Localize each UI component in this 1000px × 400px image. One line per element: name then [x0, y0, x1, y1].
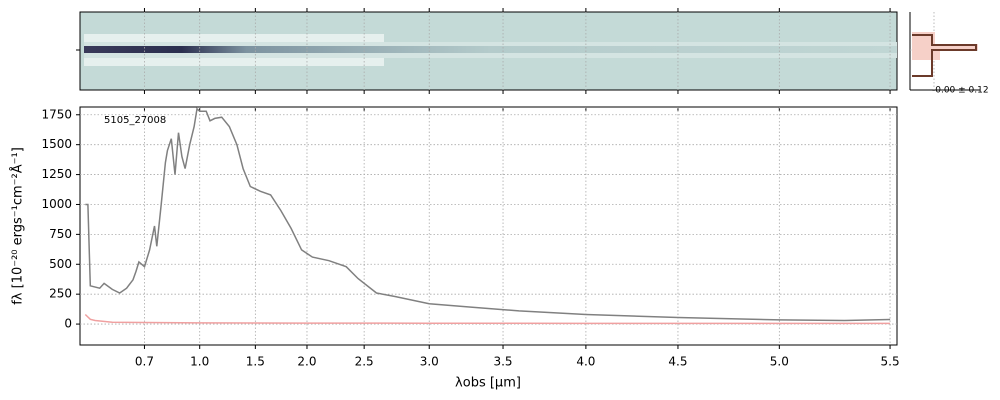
- y-tick-label: 1500: [41, 137, 72, 151]
- y-tick-label: 0: [64, 317, 72, 331]
- x-tick-label: 1.5: [246, 355, 265, 369]
- y-tick-label: 1250: [41, 167, 72, 181]
- image-trace: [84, 46, 897, 53]
- annotation: 5105_27008: [104, 115, 166, 126]
- image-band: [84, 58, 384, 66]
- spectrum-line: [85, 107, 891, 322]
- x-tick-label: 4.5: [668, 355, 687, 369]
- y-axis-label: fλ [10⁻²⁰ ergs⁻¹cm⁻²Å⁻¹]: [10, 147, 26, 305]
- x-tick-label: 3.0: [420, 355, 439, 369]
- x-tick-label: 2.5: [355, 355, 374, 369]
- y-tick-label: 1750: [41, 107, 72, 121]
- y-tick-label: 1000: [41, 197, 72, 211]
- x-tick-label: 5.0: [770, 355, 789, 369]
- image-band: [84, 34, 384, 42]
- spectrum-line: [84, 313, 891, 325]
- profile: [912, 34, 977, 77]
- profile-panel: -0.00 ± 0.12: [909, 12, 989, 96]
- y-tick-label: 500: [49, 257, 72, 271]
- x-tick-label: 5.5: [881, 355, 900, 369]
- x-tick-label: 0.7: [135, 355, 154, 369]
- y-tick-label: 750: [49, 227, 72, 241]
- plot-frame: [79, 106, 898, 346]
- x-tick-label: 2.0: [297, 355, 316, 369]
- spectrum-2d: [76, 11, 898, 91]
- x-axis-label: λobs [μm]: [455, 376, 521, 391]
- x-tick-label: 3.5: [493, 355, 512, 369]
- x-tick-label: 1.0: [190, 355, 209, 369]
- profile-label: -0.00 ± 0.12: [932, 86, 989, 96]
- x-tick-label: 4.0: [576, 355, 595, 369]
- y-tick-label: 250: [49, 287, 72, 301]
